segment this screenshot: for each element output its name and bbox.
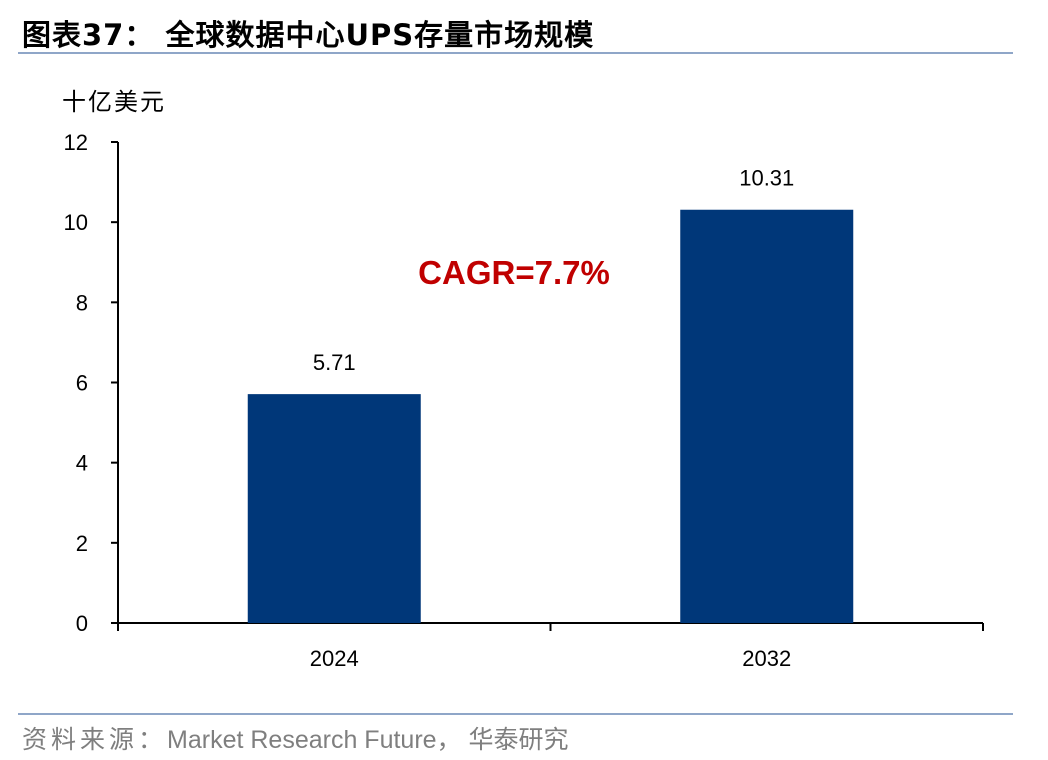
data-label-2032: 10.31	[739, 166, 794, 191]
y-axis-label: 十亿美元	[62, 88, 166, 116]
y-tick-label: 6	[76, 371, 88, 396]
data-labels: 5.71 10.31	[313, 166, 794, 375]
bar-2032	[680, 209, 854, 623]
bar-2024	[247, 394, 421, 623]
y-tick-label: 10	[64, 210, 88, 235]
source-divider	[18, 713, 1013, 715]
source-label: 资料来源：	[22, 725, 168, 754]
title-divider	[18, 52, 1013, 54]
x-axis: 2024 2032	[117, 622, 984, 671]
data-label-2024: 5.71	[313, 350, 356, 375]
y-tick-label: 2	[76, 531, 88, 556]
y-tick-label: 12	[64, 130, 88, 155]
source-note: 资料来源：Market Research Future， 华泰研究	[22, 720, 569, 756]
figure-title: 图表37： 全球数据中心UPS存量市场规模	[22, 18, 595, 52]
x-tick-label: 2032	[742, 646, 791, 671]
bar-chart: 十亿美元 0 2 4 6 8 10 12 2024 2032 5.71 10.31 CAGR=7…	[62, 88, 984, 671]
x-tick-label: 2024	[310, 646, 359, 671]
y-tick-label: 4	[76, 451, 88, 476]
cagr-annotation: CAGR=7.7%	[418, 254, 610, 291]
bar-series	[247, 209, 854, 623]
y-tick-label: 0	[76, 611, 88, 636]
y-tick-label: 8	[76, 290, 88, 315]
y-axis: 0 2 4 6 8 10 12	[64, 130, 119, 636]
source-text: Market Research Future， 华泰研究	[167, 726, 569, 754]
